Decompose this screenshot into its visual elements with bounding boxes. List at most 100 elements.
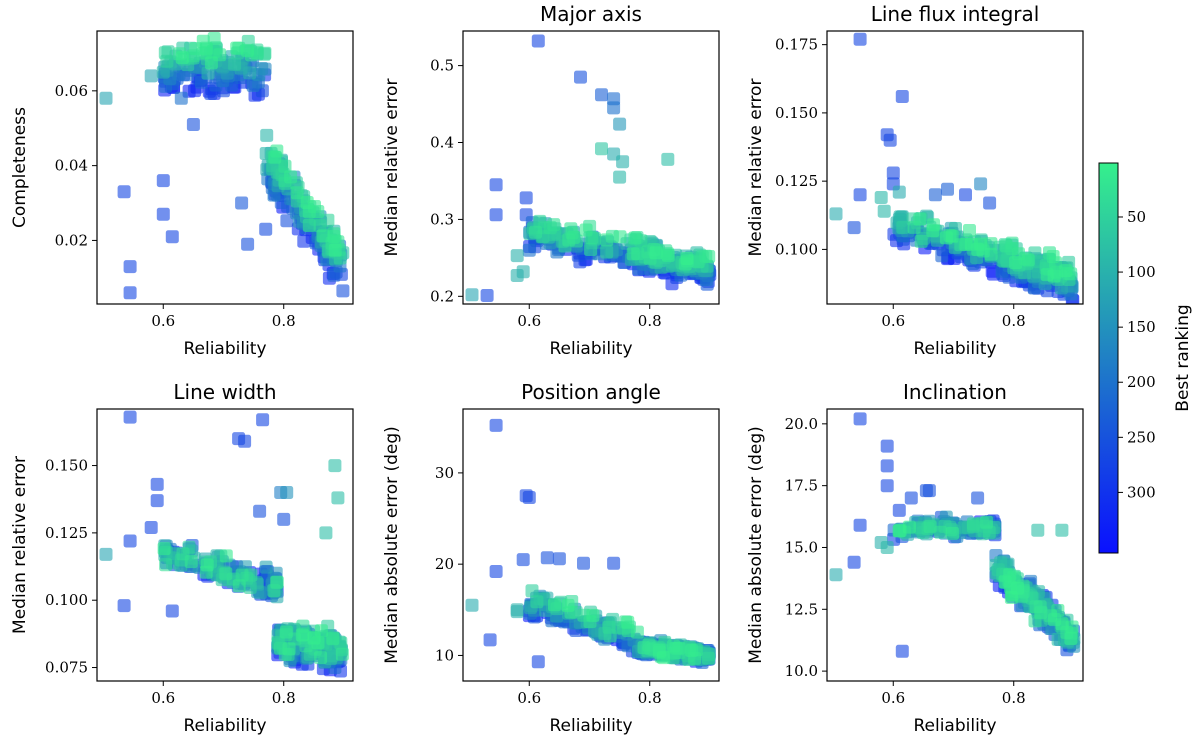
scatter-point [877,204,891,218]
x-tick-label: 0.6 [517,689,541,707]
y-tick-label: 0.125 [45,524,88,542]
scatter-point [829,207,843,221]
panel-line-width: 0.6 0.8 0.075 0.100 0.125 0.150 Reliability Med… [10,380,354,736]
scatter-point [880,439,894,453]
scatter-point [186,118,200,131]
x-tick-label: 0.8 [1002,689,1026,707]
scatter-point [238,434,252,448]
scatter-point [829,568,843,582]
scatter-point [974,177,988,191]
scatter-point [923,520,937,534]
x-tick-label: 0.6 [151,312,175,330]
scatter-point [637,641,651,655]
scatter-point [282,642,296,656]
scatter-point [144,69,158,83]
scatter-point [516,553,530,567]
scatter-point [914,234,928,248]
panels-group: 0.6 0.8 0.02 0.04 0.06 Reliability Completenes… [10,2,1084,736]
scatter-point [219,567,233,581]
scatter-point [656,651,670,665]
y-tick-label: 0.175 [775,36,818,54]
scatter-point [156,65,170,79]
scatter-point [892,503,906,517]
scatter-point [314,651,328,665]
scatter-point [280,486,294,499]
scatter-point [595,142,608,156]
scatter-point [584,243,598,256]
scatter-point [277,512,291,526]
scatter-point [165,604,179,618]
scatter-point [963,224,976,237]
x-tick-label: 0.8 [272,312,296,330]
scatter-point [522,243,536,257]
scatter-point [123,260,137,274]
y-axis-label: Median absolute error (deg) [746,426,766,664]
y-tick-label: 17.5 [785,477,818,495]
scatter-point [259,222,273,236]
scatter-point [941,182,954,196]
scatter-point [896,220,910,234]
colorbar-tick-label: 300 [1127,483,1156,501]
scatter-point [199,41,213,55]
y-tick-label: 0.100 [45,591,88,609]
y-tick-label: 0.04 [55,157,88,175]
scatter-point [999,239,1013,253]
scatter-point [270,575,284,589]
scatter-point [626,247,640,261]
scatter-point [913,212,927,226]
scatter-point [922,484,936,498]
scatter-point [331,491,345,505]
scatter-point [279,625,293,639]
scatter-point [1021,253,1035,267]
scatter-point [595,88,608,102]
scatter-point [1034,606,1048,620]
scatter-point [241,237,255,251]
y-axis-label: Median absolute error (deg) [382,426,402,664]
scatter-point [1004,591,1018,604]
scatter-point [928,188,942,202]
y-tick-label: 0.150 [775,104,818,122]
y-tick-label: 0.06 [55,82,88,100]
scatter-point [327,230,341,243]
scatter-point [200,558,214,572]
scatter-point [661,152,675,166]
scatter-point [982,525,996,539]
panel-inclination: 0.6 0.8 10.0 12.5 15.0 17.5 20.0 Reliability Med… [746,380,1084,736]
scatter-point [892,185,906,199]
scatter-point [123,410,137,424]
y-tick-label: 0.3 [430,210,454,228]
scatter-point [548,598,561,612]
scatter-point [874,191,888,204]
scatter-point [628,231,642,245]
scatter-point [256,413,270,427]
scatter-point [204,56,218,70]
scatter-point [892,524,906,538]
x-axis-label: Reliability [183,716,266,736]
panel-completeness: 0.6 0.8 0.02 0.04 0.06 Reliability Completenes… [10,30,354,359]
scatter-point [529,225,542,239]
scatter-point [600,245,614,259]
scatter-points [829,412,1081,658]
x-tick-label: 0.6 [881,312,905,330]
scatter-point [1055,617,1069,631]
scatter-points [99,410,349,678]
scatter-point [123,534,137,548]
scatter-point [144,521,158,534]
scatter-point [853,412,867,426]
scatter-point [117,599,131,613]
scatter-point [853,188,867,202]
scatter-point [246,79,260,92]
scatter-point [489,418,503,432]
scatter-point [99,91,113,105]
scatter-point [232,579,246,593]
scatter-point [945,229,959,243]
scatter-point [328,459,342,473]
scatter-point [235,568,249,582]
scatter-points [99,32,350,300]
scatter-point [613,117,627,131]
panel-title: Line width [173,380,276,404]
scatter-point [853,32,867,46]
y-tick-label: 0.075 [45,659,88,677]
y-tick-label: 15.0 [785,538,818,556]
axes-frame [462,408,720,682]
